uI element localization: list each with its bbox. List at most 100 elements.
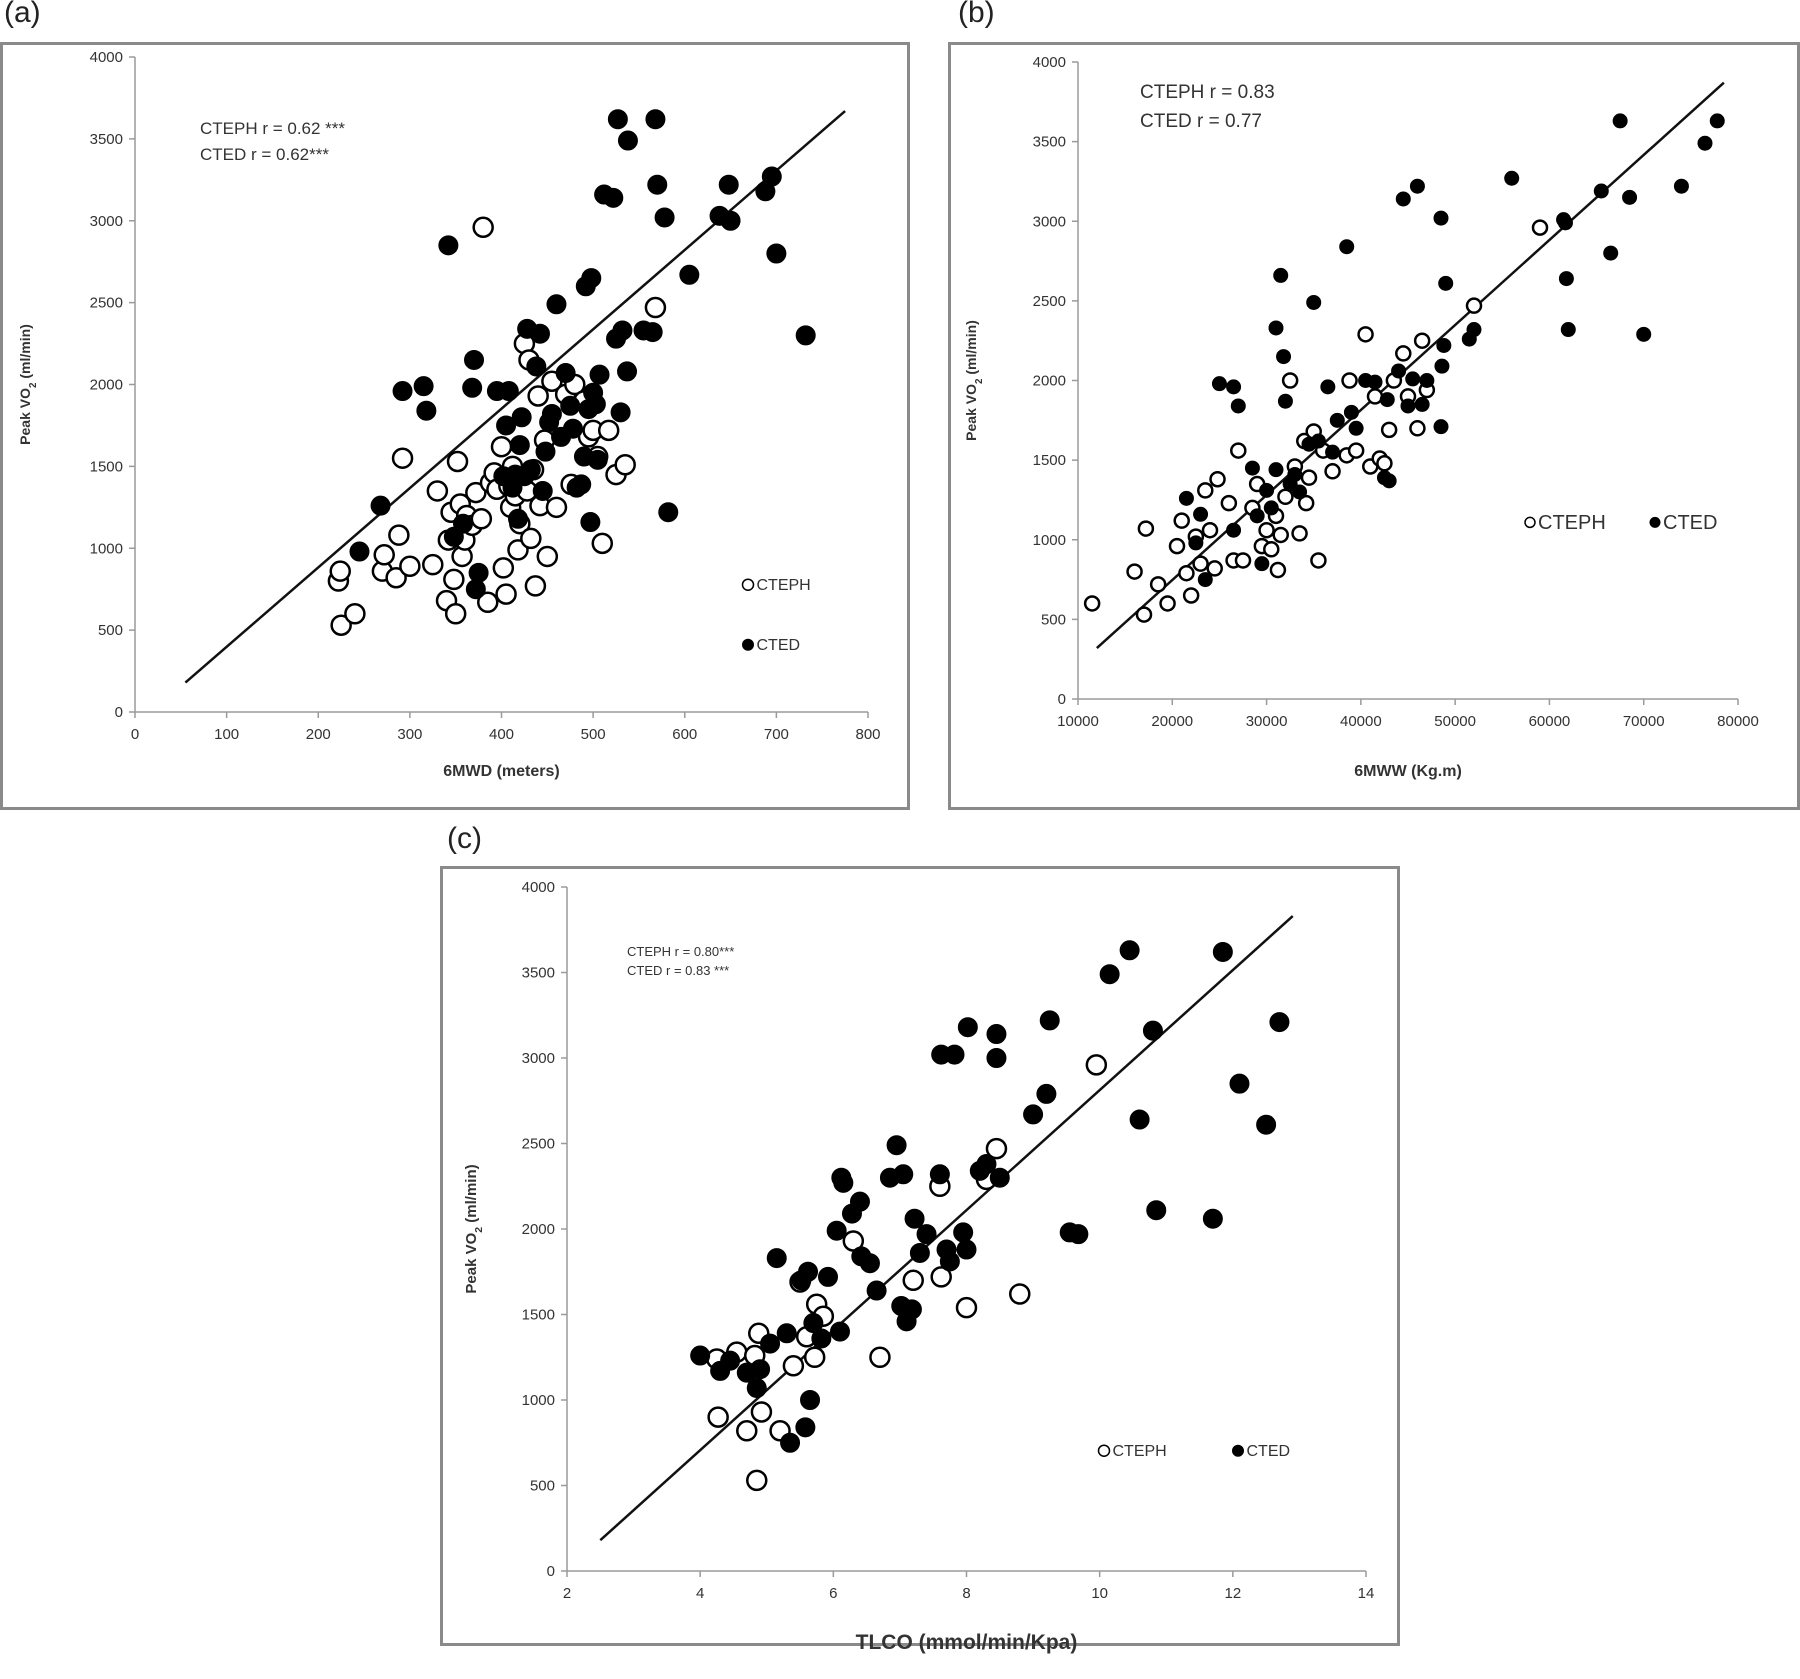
data-point-cted — [859, 1253, 880, 1274]
panel-label-a: (a) — [4, 0, 41, 29]
data-point-cted — [1119, 940, 1140, 961]
data-point-cteph — [399, 555, 421, 578]
data-point-cteph — [477, 591, 499, 614]
data-point-cted — [1273, 267, 1289, 283]
data-point-cted — [529, 323, 550, 344]
y-tick-label: 1500 — [90, 458, 123, 475]
x-axis-label: 6MWW (Kg.m) — [1354, 763, 1462, 780]
legend-marker-cted — [1232, 1444, 1244, 1457]
data-point-cted — [541, 403, 562, 424]
data-point-cted — [507, 508, 528, 529]
data-point-cteph — [930, 1266, 952, 1288]
data-point-cted — [720, 210, 741, 231]
x-tick-label: 500 — [581, 726, 606, 743]
data-point-cteph — [644, 296, 667, 319]
data-point-cteph — [490, 435, 513, 458]
data-point-cted — [464, 349, 485, 370]
y-tick-label: 1000 — [90, 540, 123, 557]
data-point-cted — [826, 1220, 847, 1241]
data-point-cted — [416, 400, 437, 421]
x-tick-label: 700 — [764, 726, 789, 743]
data-point-cted — [645, 109, 666, 130]
data-point-cted — [780, 1432, 801, 1453]
data-point-cted — [1226, 379, 1242, 395]
data-point-cted — [1436, 337, 1452, 353]
data-point-cted — [1188, 535, 1204, 551]
data-point-cteph — [1409, 420, 1426, 437]
data-point-cted — [1178, 490, 1194, 506]
data-point-cteph — [443, 568, 465, 591]
x-tick-label: 30000 — [1246, 713, 1288, 730]
data-point-cted — [829, 1321, 850, 1342]
data-point-cteph — [385, 566, 407, 589]
data-point-cteph — [1531, 219, 1549, 236]
data-point-cted — [581, 268, 602, 289]
data-point-cted — [811, 1328, 832, 1349]
data-point-cteph — [465, 481, 487, 504]
data-point-cteph — [444, 603, 467, 625]
regression-line — [1096, 81, 1725, 649]
data-point-cted — [1310, 433, 1326, 449]
y-tick-label: 4000 — [90, 49, 123, 66]
x-tick-label: 70000 — [1623, 713, 1665, 730]
data-point-cteph — [1366, 388, 1384, 405]
data-point-cteph — [1269, 561, 1287, 579]
data-point-cted — [720, 1350, 741, 1371]
data-point-cted — [886, 1135, 907, 1156]
y-tick-label: 0 — [115, 704, 123, 721]
data-point-cted — [901, 1299, 922, 1320]
legend-marker-cteph — [1097, 1444, 1111, 1457]
x-tick-label: 8 — [962, 1585, 970, 1602]
data-point-cteph — [1178, 564, 1195, 582]
data-point-cted — [1419, 373, 1435, 388]
data-point-cteph — [1135, 606, 1153, 623]
annotation-correlation: CTED r = 0.77 — [1140, 111, 1262, 132]
data-point-cted — [438, 235, 459, 256]
data-point-cted — [1263, 500, 1279, 516]
data-point-cted — [1593, 183, 1609, 199]
y-tick-label: 500 — [530, 1478, 555, 1495]
y-tick-label: 2500 — [1033, 293, 1066, 310]
data-point-cted — [776, 1323, 797, 1344]
data-point-cted — [1622, 189, 1638, 205]
y-tick-label: 500 — [1041, 611, 1066, 628]
data-point-cted — [610, 402, 631, 423]
data-point-cted — [1329, 412, 1345, 428]
data-point-cted — [1254, 556, 1270, 572]
x-tick-label: 4 — [696, 1585, 704, 1602]
data-point-cted — [1276, 349, 1292, 365]
data-point-cteph — [1159, 595, 1176, 612]
data-point-cted — [587, 449, 608, 470]
data-point-cted — [1381, 473, 1397, 489]
x-tick-label: 14 — [1358, 1585, 1375, 1602]
data-point-cted — [1414, 396, 1430, 412]
data-point-cteph — [524, 575, 547, 597]
data-point-cted — [1249, 508, 1265, 524]
data-point-cted — [349, 541, 370, 562]
data-point-cteph — [1230, 442, 1247, 459]
y-tick-label: 0 — [547, 1563, 555, 1580]
data-point-cted — [1697, 135, 1713, 151]
data-point-cteph — [1192, 555, 1209, 572]
data-point-cted — [1259, 482, 1275, 498]
data-point-cted — [1229, 1073, 1250, 1094]
data-point-cted — [607, 109, 628, 130]
data-point-cted — [562, 418, 583, 439]
data-point-cted — [532, 480, 553, 501]
data-point-cted — [555, 363, 576, 384]
data-point-cted — [509, 435, 530, 456]
data-point-cteph — [1300, 469, 1318, 486]
legend-marker-cteph — [1524, 516, 1536, 529]
data-point-cted — [468, 562, 489, 583]
x-tick-label: 100 — [214, 726, 239, 743]
data-point-cteph — [1009, 1283, 1031, 1305]
data-point-cted — [956, 1239, 977, 1260]
data-point-cted — [1409, 178, 1425, 194]
data-point-cted — [1367, 374, 1383, 390]
data-point-cteph — [1182, 587, 1200, 604]
legend-label-cted: CTED — [1247, 1443, 1291, 1460]
data-point-cted — [453, 513, 474, 534]
data-point-cteph — [1206, 560, 1223, 577]
y-tick-label: 500 — [98, 622, 123, 639]
